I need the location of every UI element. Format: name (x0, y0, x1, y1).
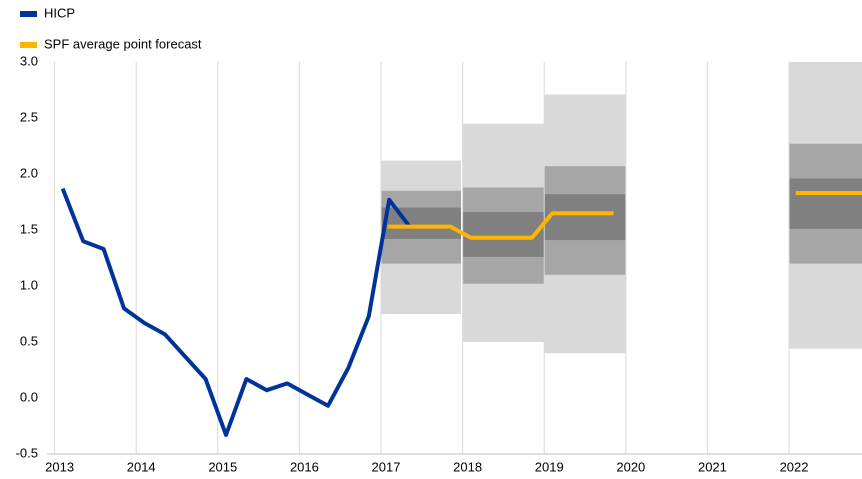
y-tick-label: 2.5 (20, 109, 38, 124)
y-tick-label: 3.0 (20, 53, 38, 68)
x-tick-label: 2021 (698, 459, 727, 474)
x-tick-label: 2013 (45, 459, 74, 474)
x-tick-label: 2017 (372, 459, 401, 474)
y-tick-label: 1.0 (20, 277, 38, 292)
line-series (387, 191, 862, 240)
fan-band-inner (381, 207, 461, 239)
y-tick-label: 2.0 (20, 165, 38, 180)
fan-band-inner (789, 178, 862, 229)
x-tick-label: 2019 (535, 459, 564, 474)
legend-label: HICP (44, 5, 75, 20)
x-tick-label: 2020 (616, 459, 645, 474)
x-tick-label: 2016 (290, 459, 319, 474)
y-tick-label: 0.0 (20, 389, 38, 404)
fan-band-inner (462, 212, 545, 257)
x-tick-label: 2018 (453, 459, 482, 474)
legend-label: SPF average point forecast (44, 36, 202, 51)
line-series (60, 187, 412, 437)
legend-swatch (20, 42, 37, 48)
y-tick-label: -0.5 (16, 445, 38, 460)
y-tick-label: 0.5 (20, 333, 38, 348)
x-tick-label: 2022 (780, 459, 809, 474)
legend-swatch (20, 11, 37, 17)
y-tick-label: 1.5 (20, 221, 38, 236)
fan-band-inner (544, 194, 626, 241)
x-tick-label: 2015 (208, 459, 237, 474)
x-tick-label: 2014 (127, 459, 156, 474)
